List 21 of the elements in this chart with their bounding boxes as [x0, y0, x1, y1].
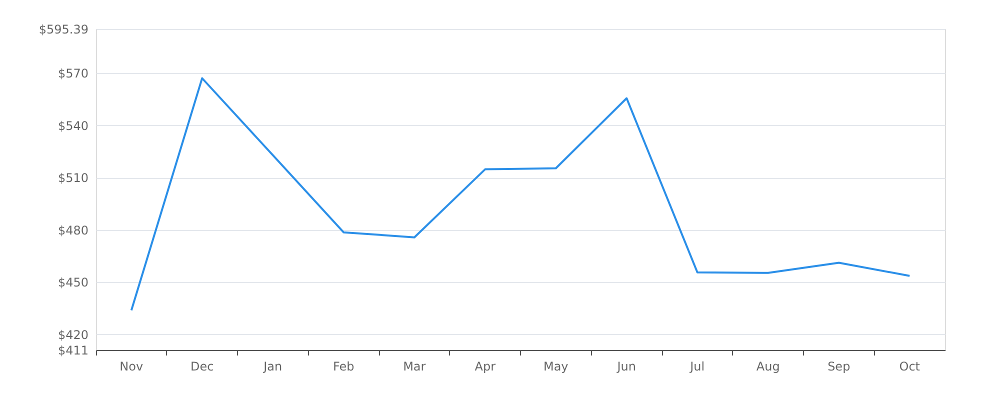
y-tick-label: $510 [58, 171, 88, 186]
y-tick-label: $420 [58, 328, 88, 342]
x-tick-label: Jul [689, 360, 705, 374]
line-series [130, 77, 911, 312]
y-tick-label: $450 [58, 276, 88, 290]
y-tick-label: $411 [58, 344, 88, 358]
x-tick-label: Nov [120, 360, 144, 374]
x-tick-label: May [543, 360, 568, 374]
x-tick-label: Jun [616, 360, 636, 374]
x-tick-label: Sep [828, 360, 850, 374]
x-tick-label: Jan [262, 360, 282, 374]
y-tick-label: $540 [58, 118, 88, 133]
x-tick-label: Feb [333, 360, 354, 374]
y-tick-label: $595.39 [38, 22, 88, 36]
x-tick-label: Apr [474, 360, 496, 374]
y-tick-label: $480 [58, 223, 88, 238]
x-tick-label: Dec [190, 360, 214, 374]
x-tick-label: Mar [403, 360, 426, 374]
x-tick-label: Oct [899, 360, 920, 374]
y-tick-label: $570 [58, 66, 88, 81]
x-tick-label: Aug [756, 360, 780, 374]
